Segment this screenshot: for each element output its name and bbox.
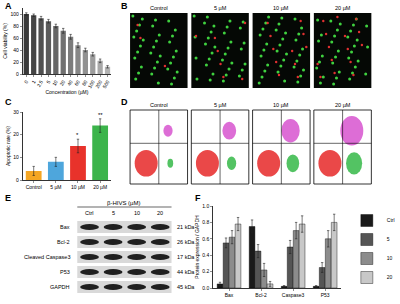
svg-text:Protein expression / GAPDH: Protein expression / GAPDH [194, 215, 200, 279]
svg-text:5 µM: 5 µM [214, 102, 227, 108]
svg-text:20: 20 [58, 79, 66, 87]
svg-text:0.2: 0.2 [202, 268, 209, 274]
svg-text:20: 20 [387, 274, 393, 280]
svg-text:80: 80 [80, 79, 88, 87]
svg-text:Bcl-2: Bcl-2 [255, 292, 267, 298]
svg-text:Concentration (µM): Concentration (µM) [45, 89, 88, 95]
svg-text:20: 20 [13, 59, 19, 65]
svg-text:0: 0 [23, 79, 30, 85]
svg-text:1.0: 1.0 [202, 203, 209, 209]
svg-text:60: 60 [13, 35, 19, 41]
svg-text:Control: Control [26, 184, 42, 190]
svg-text:B: B [121, 1, 128, 11]
svg-text:20 µM: 20 µM [93, 184, 107, 190]
svg-text:Cell viability (%): Cell viability (%) [2, 23, 8, 59]
svg-text:5: 5 [45, 79, 52, 85]
svg-text:E: E [5, 193, 11, 203]
svg-text:17 kDa: 17 kDa [177, 254, 195, 260]
svg-text:45 kDa: 45 kDa [177, 284, 195, 290]
svg-text:10: 10 [134, 210, 140, 216]
svg-text:10 µM: 10 µM [71, 184, 85, 190]
svg-text:**: ** [98, 112, 103, 118]
svg-text:44 kDa: 44 kDa [177, 269, 195, 275]
svg-text:0.6: 0.6 [202, 236, 209, 242]
svg-text:β-HIVS (µM): β-HIVS (µM) [107, 200, 141, 206]
svg-text:500: 500 [101, 79, 110, 89]
svg-text:40: 40 [13, 47, 19, 53]
svg-text:Ctrl: Ctrl [387, 217, 395, 223]
svg-text:80: 80 [13, 23, 19, 29]
svg-text:0: 0 [16, 177, 19, 183]
svg-text:0.8: 0.8 [202, 219, 209, 225]
svg-text:P53: P53 [321, 292, 330, 298]
svg-text:200: 200 [94, 79, 103, 89]
svg-text:Control: Control [150, 5, 168, 11]
svg-text:Caspase3: Caspase3 [282, 292, 305, 298]
svg-text:0.0: 0.0 [202, 285, 209, 291]
svg-text:0.4: 0.4 [202, 252, 209, 258]
svg-text:GAPDH: GAPDH [50, 284, 70, 290]
svg-text:5 µM: 5 µM [214, 5, 227, 11]
svg-text:Bax: Bax [225, 292, 234, 298]
svg-text:Ctrl: Ctrl [85, 210, 94, 216]
svg-text:C: C [5, 97, 12, 107]
svg-text:P53: P53 [60, 269, 70, 275]
svg-text:100: 100 [86, 79, 95, 89]
svg-text:20: 20 [13, 131, 19, 137]
svg-text:Cleaved Caspase3: Cleaved Caspase3 [24, 254, 70, 260]
svg-text:5: 5 [112, 210, 115, 216]
svg-text:30: 30 [13, 109, 19, 115]
svg-text:0: 0 [16, 71, 19, 77]
svg-text:40: 40 [66, 79, 74, 87]
svg-text:Control: Control [150, 102, 168, 108]
svg-text:100: 100 [10, 11, 19, 17]
svg-text:F: F [195, 193, 201, 203]
svg-text:Bcl-2: Bcl-2 [57, 239, 70, 245]
svg-text:20 µM: 20 µM [335, 5, 351, 11]
svg-text:10: 10 [51, 79, 59, 87]
svg-text:D: D [121, 97, 128, 107]
svg-text:2.5: 2.5 [35, 79, 44, 88]
svg-text:10 µM: 10 µM [273, 5, 289, 11]
svg-text:Bax: Bax [60, 224, 70, 230]
svg-text:20 µM: 20 µM [335, 102, 351, 108]
svg-text:5: 5 [387, 236, 390, 242]
svg-text:60: 60 [73, 79, 81, 87]
svg-text:20: 20 [157, 210, 163, 216]
svg-text:1: 1 [30, 79, 37, 85]
svg-text:10 µM: 10 µM [273, 102, 289, 108]
svg-text:A: A [5, 1, 12, 11]
svg-text:21 kDa: 21 kDa [177, 224, 195, 230]
svg-text:Apoptotic rate (%): Apoptotic rate (%) [5, 126, 11, 166]
svg-text:10: 10 [387, 255, 393, 261]
svg-text:*: * [76, 132, 79, 138]
svg-text:5 µM: 5 µM [50, 184, 61, 190]
svg-text:26 kDa: 26 kDa [177, 239, 195, 245]
svg-text:10: 10 [13, 154, 19, 160]
